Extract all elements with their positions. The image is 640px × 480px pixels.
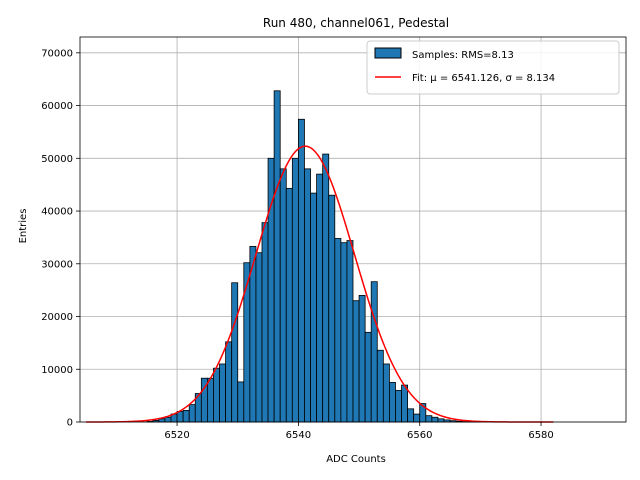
x-tick-label: 6540 bbox=[286, 430, 311, 441]
histogram-bar bbox=[255, 252, 263, 423]
y-axis-ticks: 0 10000 20000 30000 40000 50000 60000 70000 bbox=[41, 48, 80, 429]
histogram-bar bbox=[316, 173, 324, 423]
legend: Samples: RMS=8.13 Fit: μ = 6541.126, σ =… bbox=[366, 40, 620, 95]
y-tick-label: 10000 bbox=[41, 365, 73, 376]
y-tick-label: 50000 bbox=[41, 154, 73, 165]
legend-label-fit: Fit: μ = 6541.126, σ = 8.134 bbox=[412, 73, 555, 84]
y-tick-label: 60000 bbox=[41, 101, 73, 112]
histogram-bar bbox=[407, 408, 415, 423]
histogram-bar bbox=[225, 341, 233, 423]
histogram-bar bbox=[358, 295, 366, 423]
y-tick-label: 30000 bbox=[41, 259, 73, 270]
histogram-bar bbox=[376, 349, 384, 423]
histogram-bar bbox=[334, 238, 342, 423]
legend-label-samples: Samples: RMS=8.13 bbox=[412, 50, 514, 61]
histogram-bar bbox=[182, 409, 190, 423]
histogram-bar bbox=[158, 418, 166, 423]
histogram-bar bbox=[322, 153, 330, 423]
histogram-bar bbox=[291, 157, 299, 423]
x-axis-label: ADC Counts bbox=[326, 454, 386, 465]
histogram-bar bbox=[164, 416, 172, 423]
histogram-bar bbox=[425, 415, 433, 423]
histogram-bar bbox=[279, 168, 287, 423]
y-tick-label: 20000 bbox=[41, 312, 73, 323]
histogram-bar bbox=[219, 363, 227, 423]
histogram-bar bbox=[273, 90, 281, 423]
legend-swatch-samples bbox=[374, 47, 402, 59]
y-tick-label: 0 bbox=[67, 418, 73, 429]
histogram-bar bbox=[352, 300, 360, 423]
y-axis-label: Entries bbox=[18, 209, 29, 244]
histogram-bar bbox=[413, 413, 421, 423]
x-tick-label: 6520 bbox=[164, 430, 189, 441]
histogram-bar bbox=[237, 381, 245, 423]
y-tick-label: 40000 bbox=[41, 207, 73, 218]
histogram-bar bbox=[395, 389, 402, 423]
x-tick-label: 6580 bbox=[528, 430, 553, 441]
histogram-bar bbox=[340, 242, 348, 423]
x-axis-ticks: 6520 6540 6560 6580 bbox=[164, 422, 554, 441]
histogram-bar bbox=[285, 187, 293, 423]
x-tick-label: 6560 bbox=[407, 430, 432, 441]
histogram-bar bbox=[176, 411, 184, 423]
histogram-bar bbox=[297, 118, 305, 423]
chart-title: Run 480, channel061, Pedestal bbox=[263, 16, 449, 30]
histogram-bar bbox=[310, 192, 317, 423]
histogram-bar bbox=[206, 377, 214, 423]
fit-curve bbox=[86, 145, 554, 423]
plot-frame bbox=[79, 36, 627, 423]
histogram-bar bbox=[231, 282, 239, 423]
histogram-bar bbox=[388, 382, 396, 423]
histogram-bar bbox=[364, 331, 372, 423]
histogram-bar bbox=[431, 416, 439, 423]
histogram-bar bbox=[382, 363, 390, 423]
histogram-bar bbox=[370, 281, 378, 423]
histogram-bar bbox=[437, 418, 445, 423]
legend-box bbox=[366, 40, 620, 95]
histogram-bar bbox=[328, 194, 336, 423]
histogram-bar bbox=[188, 404, 196, 423]
fit-curve-group bbox=[86, 145, 554, 423]
y-tick-label: 70000 bbox=[41, 48, 73, 59]
histogram-bars bbox=[146, 90, 481, 423]
histogram-bar bbox=[401, 384, 408, 423]
histogram-bar bbox=[304, 168, 311, 423]
histogram-bar bbox=[346, 240, 354, 423]
histogram-bar bbox=[261, 222, 269, 423]
histogram-bar bbox=[213, 367, 220, 423]
